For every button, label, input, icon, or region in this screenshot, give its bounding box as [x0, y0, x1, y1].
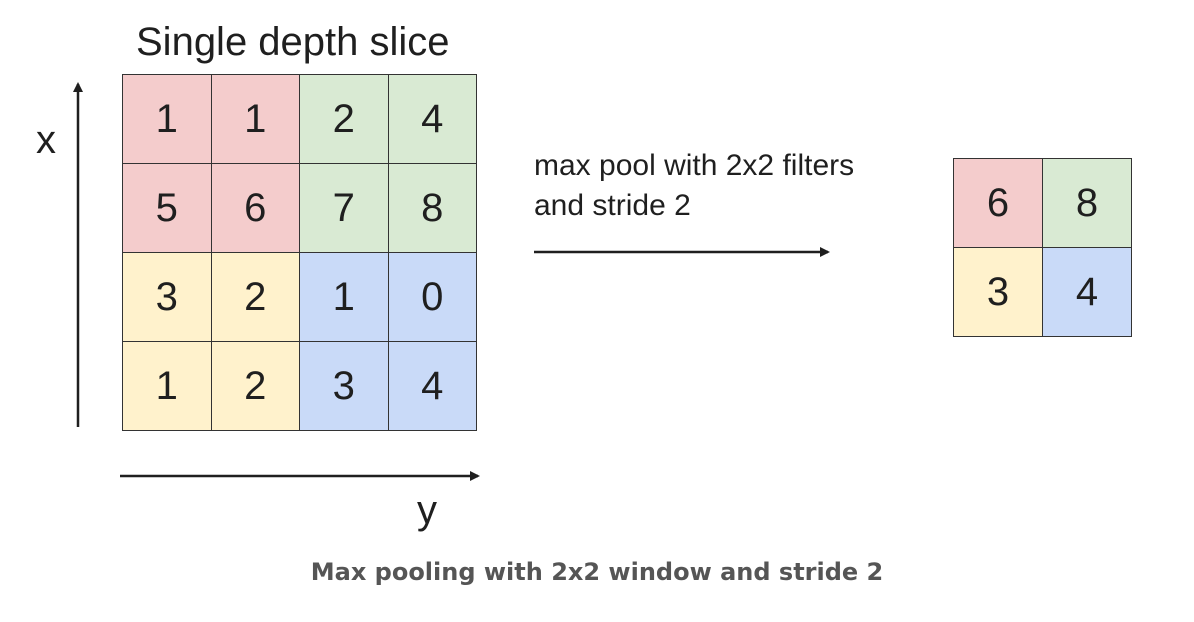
input-grid: 1 1 2 4 5 6 7 8 3 2 1 0 1 2 3 4	[122, 74, 477, 431]
output-cell: 3	[954, 248, 1043, 337]
input-cell: 1	[300, 253, 389, 342]
input-cell: 1	[123, 75, 212, 164]
figure-caption: Max pooling with 2x2 window and stride 2	[310, 558, 884, 586]
input-cell: 3	[123, 253, 212, 342]
input-cell: 1	[211, 75, 300, 164]
input-cell: 2	[211, 253, 300, 342]
x-axis-label: x	[36, 118, 56, 162]
diagram-title: Single depth slice	[136, 20, 450, 64]
output-cell: 8	[1043, 159, 1132, 248]
operation-description: max pool with 2x2 filters and stride 2	[534, 146, 854, 226]
output-cell: 4	[1043, 248, 1132, 337]
input-cell: 4	[388, 75, 477, 164]
input-cell: 7	[300, 164, 389, 253]
operation-line-2: and stride 2	[534, 189, 691, 222]
input-cell: 2	[300, 75, 389, 164]
input-cell: 1	[123, 342, 212, 431]
input-cell: 6	[211, 164, 300, 253]
input-cell: 5	[123, 164, 212, 253]
input-cell: 0	[388, 253, 477, 342]
output-grid: 6 8 3 4	[953, 158, 1132, 337]
input-cell: 2	[211, 342, 300, 431]
y-axis-label: y	[417, 488, 437, 532]
input-cell: 4	[388, 342, 477, 431]
output-cell: 6	[954, 159, 1043, 248]
input-cell: 3	[300, 342, 389, 431]
operation-line-1: max pool with 2x2 filters	[534, 149, 855, 182]
input-cell: 8	[388, 164, 477, 253]
